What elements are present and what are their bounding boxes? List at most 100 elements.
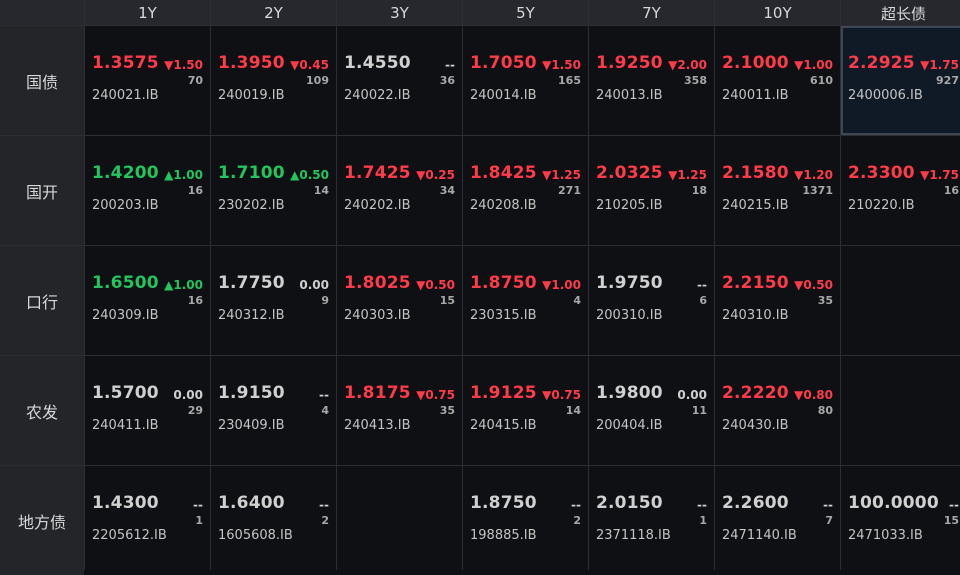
volume-count: 14 [313, 184, 329, 197]
yield-value: 1.3575 [92, 53, 159, 73]
yield-value: 1.6500 [92, 273, 159, 293]
bond-code: 230315.IB [470, 308, 537, 323]
quote-cell[interactable]: 2.0150 -- 1 2371118.IB [589, 466, 714, 575]
yield-value: 1.4300 [92, 493, 159, 513]
change-value: ▼1.75 [920, 58, 959, 72]
yield-value: 1.9800 [596, 383, 663, 403]
volume-count: 70 [187, 74, 203, 87]
quote-cell[interactable]: 1.8750 ▼1.00 4 230315.IB [463, 246, 588, 355]
quote-cell[interactable]: 1.8425 ▼1.25 271 240208.IB [463, 136, 588, 245]
bond-code: 240021.IB [92, 88, 159, 103]
quote-cell[interactable]: 1.9250 ▼2.00 358 240013.IB [589, 26, 714, 135]
bond-code: 1605608.IB [218, 528, 293, 543]
change-value: -- [949, 498, 959, 512]
row-header[interactable]: 国债 [0, 26, 84, 135]
volume-count: 35 [817, 294, 833, 307]
column-header[interactable]: 2Y [211, 0, 336, 25]
change-value: ▼1.75 [920, 168, 959, 182]
quote-cell[interactable]: 100.0000 -- 15 2471033.IB [841, 466, 960, 575]
volume-count: 16 [943, 184, 959, 197]
quote-cell[interactable]: 2.2150 ▼0.50 35 240310.IB [715, 246, 840, 355]
quote-cell[interactable]: 1.9125 ▼0.75 14 240415.IB [463, 356, 588, 465]
row-header[interactable]: 农发 [0, 356, 84, 465]
volume-count: 80 [817, 404, 833, 417]
change-value: -- [697, 498, 707, 512]
change-value: ▼1.50 [542, 58, 581, 72]
bond-code: 240310.IB [722, 308, 789, 323]
yield-value: 1.4550 [344, 53, 411, 73]
bond-code: 240309.IB [92, 308, 159, 323]
quote-cell[interactable]: 2.2925 ▼1.75 927 2400006.IB [841, 26, 960, 135]
change-value: ▼1.00 [794, 58, 833, 72]
quote-cell[interactable]: 1.4550 -- 36 240022.IB [337, 26, 462, 135]
quote-cell[interactable]: 1.9150 -- 4 230409.IB [211, 356, 336, 465]
row-header[interactable]: 地方债 [0, 466, 84, 575]
volume-count: 271 [558, 184, 581, 197]
quote-cell[interactable]: 1.8750 -- 2 198885.IB [463, 466, 588, 575]
volume-count: 16 [187, 184, 203, 197]
quote-cell[interactable]: 1.5700 0.00 29 240411.IB [85, 356, 210, 465]
yield-value: 1.7100 [218, 163, 285, 183]
bond-code: 240022.IB [344, 88, 411, 103]
quote-cell[interactable]: 1.9750 -- 6 200310.IB [589, 246, 714, 355]
corner-cell [0, 0, 84, 25]
yield-value: 1.7050 [470, 53, 537, 73]
volume-count: 165 [558, 74, 581, 87]
quote-cell[interactable]: 1.7425 ▼0.25 34 240202.IB [337, 136, 462, 245]
column-header[interactable]: 10Y [715, 0, 840, 25]
yield-value: 1.7750 [218, 273, 285, 293]
quote-cell[interactable]: 2.0325 ▼1.25 18 210205.IB [589, 136, 714, 245]
change-value: ▼0.45 [290, 58, 329, 72]
change-value: ▼0.25 [416, 168, 455, 182]
change-value: ▼1.20 [794, 168, 833, 182]
quote-cell[interactable]: 1.9800 0.00 11 200404.IB [589, 356, 714, 465]
quote-cell[interactable]: 1.4200 ▲1.00 16 200203.IB [85, 136, 210, 245]
yield-value: 1.9250 [596, 53, 663, 73]
column-header[interactable]: 7Y [589, 0, 714, 25]
yield-value: 1.8425 [470, 163, 537, 183]
column-header[interactable]: 超长债 [841, 0, 960, 25]
bond-code: 230202.IB [218, 198, 285, 213]
quote-cell[interactable]: 1.6400 -- 2 1605608.IB [211, 466, 336, 575]
change-value: ▼1.00 [542, 278, 581, 292]
column-header[interactable]: 3Y [337, 0, 462, 25]
volume-count: 7 [825, 514, 833, 527]
change-value: -- [319, 388, 329, 402]
quote-cell[interactable]: 2.1580 ▼1.20 1371 240215.IB [715, 136, 840, 245]
bond-code: 2471140.IB [722, 528, 797, 543]
volume-count: 14 [565, 404, 581, 417]
quote-cell[interactable]: 2.2600 -- 7 2471140.IB [715, 466, 840, 575]
column-header[interactable]: 1Y [85, 0, 210, 25]
volume-count: 9 [321, 294, 329, 307]
row-header[interactable]: 口行 [0, 246, 84, 355]
yield-value: 2.1000 [722, 53, 789, 73]
quote-cell[interactable]: 2.1000 ▼1.00 610 240011.IB [715, 26, 840, 135]
change-value: ▼1.25 [668, 168, 707, 182]
bond-code: 210205.IB [596, 198, 663, 213]
quote-cell[interactable]: 1.8025 ▼0.50 15 240303.IB [337, 246, 462, 355]
quote-cell[interactable]: 2.2220 ▼0.80 80 240430.IB [715, 356, 840, 465]
empty-cell [841, 356, 960, 465]
bond-code: 198885.IB [470, 528, 537, 543]
change-value: -- [571, 498, 581, 512]
quote-cell[interactable]: 1.4300 -- 1 2205612.IB [85, 466, 210, 575]
row-header[interactable]: 国开 [0, 136, 84, 245]
quote-cell[interactable]: 2.3300 ▼1.75 16 210220.IB [841, 136, 960, 245]
change-value: 0.00 [173, 388, 203, 402]
quote-cell[interactable]: 1.3950 ▼0.45 109 240019.IB [211, 26, 336, 135]
quote-cell[interactable]: 1.8175 ▼0.75 35 240413.IB [337, 356, 462, 465]
change-value: ▼0.75 [542, 388, 581, 402]
volume-count: 927 [936, 74, 959, 87]
change-value: ▼1.50 [164, 58, 203, 72]
volume-count: 1 [195, 514, 203, 527]
yield-value: 2.1580 [722, 163, 789, 183]
yield-value: 1.8025 [344, 273, 411, 293]
quote-cell[interactable]: 1.7750 0.00 9 240312.IB [211, 246, 336, 355]
yield-value: 1.6400 [218, 493, 285, 513]
quote-cell[interactable]: 1.7100 ▲0.50 14 230202.IB [211, 136, 336, 245]
column-header[interactable]: 5Y [463, 0, 588, 25]
quote-cell[interactable]: 1.3575 ▼1.50 70 240021.IB [85, 26, 210, 135]
quote-cell[interactable]: 1.6500 ▲1.00 16 240309.IB [85, 246, 210, 355]
quote-cell[interactable]: 1.7050 ▼1.50 165 240014.IB [463, 26, 588, 135]
change-value: -- [823, 498, 833, 512]
